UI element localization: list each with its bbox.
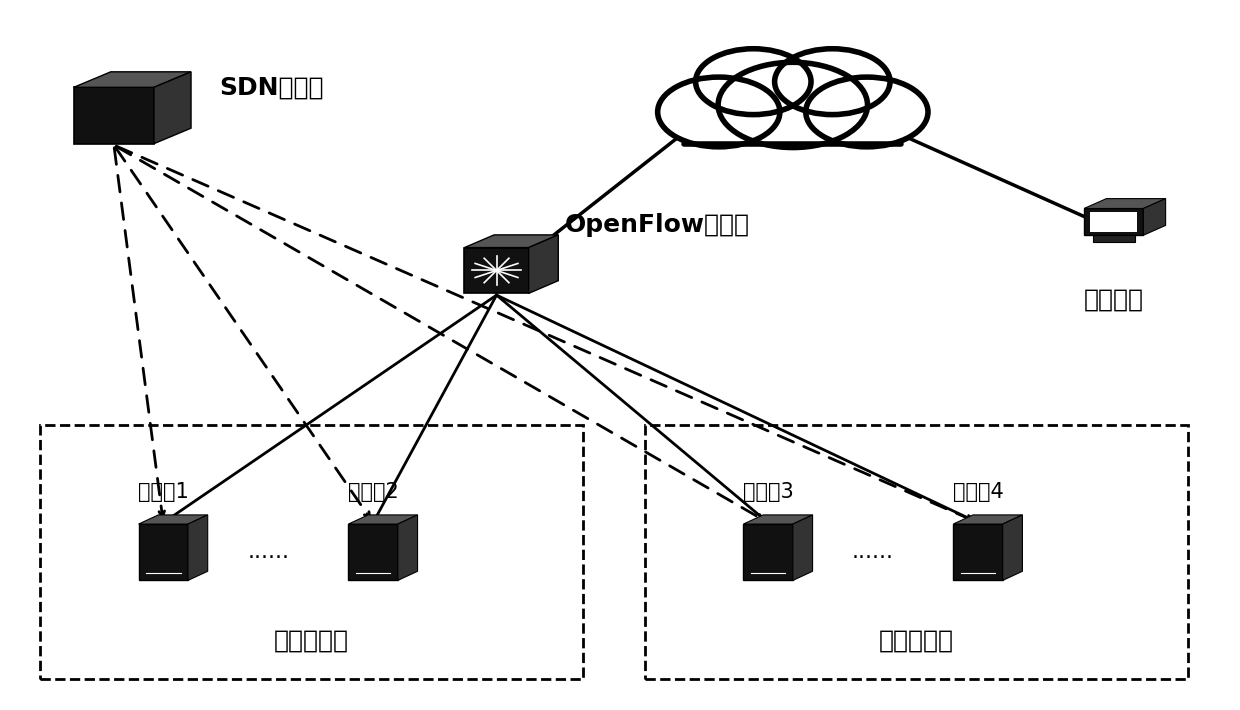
- Polygon shape: [348, 524, 398, 580]
- Polygon shape: [1143, 199, 1166, 235]
- Ellipse shape: [718, 62, 868, 148]
- Polygon shape: [744, 515, 812, 524]
- Polygon shape: [744, 524, 792, 580]
- Text: 虚拟机2: 虚拟机2: [347, 481, 398, 501]
- Polygon shape: [465, 248, 528, 293]
- FancyBboxPatch shape: [688, 109, 898, 143]
- Polygon shape: [139, 524, 188, 580]
- Ellipse shape: [657, 77, 780, 147]
- FancyBboxPatch shape: [40, 425, 583, 679]
- Text: 虚拟机1: 虚拟机1: [138, 481, 188, 501]
- Polygon shape: [954, 524, 1003, 580]
- Polygon shape: [1090, 212, 1137, 231]
- Text: 通讯对端: 通讯对端: [1084, 288, 1143, 312]
- Text: 虚拟机4: 虚拟机4: [952, 481, 1003, 501]
- Ellipse shape: [806, 77, 928, 147]
- Ellipse shape: [775, 49, 890, 114]
- Text: SDN控制器: SDN控制器: [218, 75, 324, 99]
- Polygon shape: [398, 515, 418, 580]
- Text: ......: ......: [852, 542, 894, 562]
- Polygon shape: [1084, 209, 1143, 235]
- Polygon shape: [465, 235, 558, 248]
- Polygon shape: [1092, 235, 1135, 242]
- Polygon shape: [954, 515, 1023, 524]
- Text: 第一服务器: 第一服务器: [274, 628, 348, 652]
- Text: OpenFlow交换机: OpenFlow交换机: [564, 213, 749, 236]
- Polygon shape: [139, 515, 207, 524]
- Polygon shape: [1003, 515, 1023, 580]
- Text: 第二服务器: 第二服务器: [879, 628, 954, 652]
- Polygon shape: [154, 72, 191, 143]
- Polygon shape: [73, 87, 154, 143]
- Text: ......: ......: [247, 542, 289, 562]
- Polygon shape: [792, 515, 812, 580]
- Polygon shape: [73, 72, 191, 87]
- Ellipse shape: [696, 49, 811, 114]
- Text: 虚拟机3: 虚拟机3: [743, 481, 794, 501]
- Polygon shape: [188, 515, 207, 580]
- FancyBboxPatch shape: [645, 425, 1188, 679]
- Polygon shape: [528, 235, 558, 293]
- Polygon shape: [1084, 199, 1166, 209]
- Polygon shape: [348, 515, 418, 524]
